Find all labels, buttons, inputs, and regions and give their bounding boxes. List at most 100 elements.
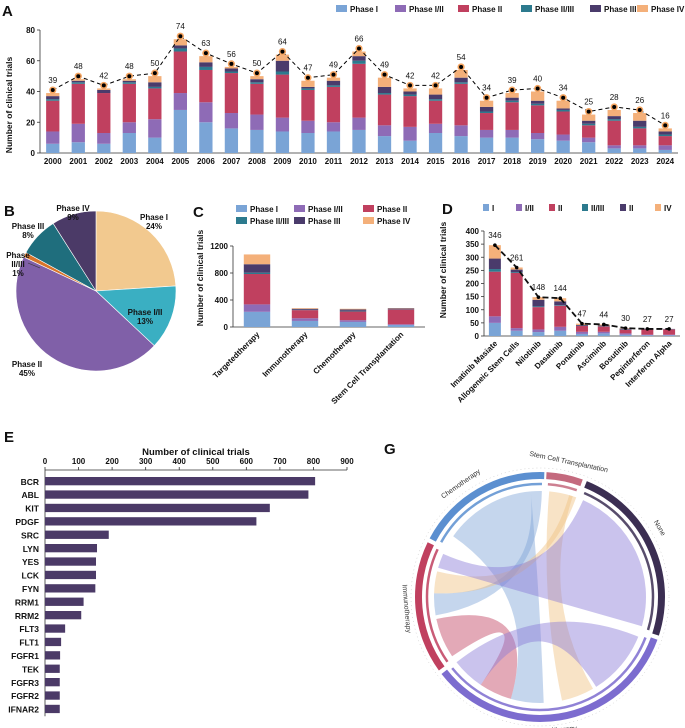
y-tick-label: 0 <box>224 323 229 332</box>
chord-ribbon-targetedtherapy-self <box>456 621 639 687</box>
pie-slice-phase-i <box>95 210 177 292</box>
bar-2010-phase-iv <box>301 80 315 87</box>
total-label: 27 <box>643 315 652 324</box>
total-label: 25 <box>584 98 593 107</box>
bar-2011-phase-i <box>326 131 341 153</box>
bar-targetedtherapy-phase-ii-iii <box>243 272 271 275</box>
bar-2009-phase-ii <box>275 74 290 118</box>
chord-group-label-stem-cell-transplantation: Stem Cell Transplantation <box>529 451 609 475</box>
panel-a-legend: Phase I Phase I/II Phase II Phase II/III Pha… <box>336 5 685 14</box>
x-tick-label: 2021 <box>580 157 598 166</box>
y-tick-label: KIT <box>25 504 40 514</box>
x-tick-label: Chemotherapy <box>311 330 357 376</box>
total-label: 40 <box>533 75 542 84</box>
bar-ifnar2 <box>45 704 60 714</box>
bar-nilotinib-iii <box>532 299 545 307</box>
chord-group-arc-none <box>584 481 666 636</box>
legend-label-phase-ii: Phase II <box>472 5 502 14</box>
bar-2005-phase-ii-iii <box>173 48 187 52</box>
total-marker <box>510 88 515 93</box>
total-label: 34 <box>559 84 568 93</box>
legend-label-i: I <box>492 204 494 213</box>
bar-fyn <box>45 584 96 593</box>
bar-dasatinib-i-ii <box>554 326 567 331</box>
bar-2019-phase-i-ii <box>531 133 545 140</box>
bar-immunotherapy-phase-i-ii <box>291 318 319 321</box>
y-tick-label: 60 <box>26 57 35 66</box>
panel-e-bars <box>45 477 316 714</box>
bar-2010-phase-ii-iii <box>301 88 315 90</box>
y-tick-label: 200 <box>466 280 480 289</box>
bar-ponatinib-ii <box>576 326 588 332</box>
pie-label-phase-i-ii: Phase I/II <box>128 308 163 317</box>
bar-immunotherapy-phase-iv <box>291 308 319 309</box>
legend-swatch-phase-i <box>236 205 247 212</box>
chord-group-band-immunotherapy <box>425 548 449 663</box>
bar-stem-cell-transplantation-phase-ii <box>387 309 415 325</box>
bar-2009-phase-iv <box>275 54 290 61</box>
x-tick-label: 0 <box>43 457 48 466</box>
legend-label-phase-i: Phase I <box>350 5 378 14</box>
bar-chemotherapy-phase-iv <box>339 308 367 310</box>
total-marker <box>645 327 650 331</box>
total-marker <box>580 321 584 326</box>
legend-swatch-phase-ii-iii <box>521 5 532 12</box>
bar-2022-phase-i <box>607 148 621 153</box>
pie-pct-phase-ii-iii: 1% <box>12 269 24 278</box>
legend-label-ii: II <box>558 204 562 213</box>
bar-2013-phase-ii-iii <box>377 93 392 95</box>
pie-label-phase-iv: Phase IV <box>56 204 90 213</box>
bar-2017-phase-ii-iii <box>479 111 494 114</box>
bar-dasatinib-ii <box>554 305 567 327</box>
x-tick-label: 2001 <box>69 157 87 166</box>
panel-d-legend: I I/II II II/III II IV <box>483 204 672 213</box>
bar-2015-phase-i-ii <box>428 123 443 134</box>
y-tick-label: 400 <box>215 296 229 305</box>
x-tick-label: 2014 <box>401 157 419 166</box>
bar-asciminib-i-ii <box>597 331 610 334</box>
bar-2001-phase-ii-iii <box>71 82 85 84</box>
bar-2018-phase-i-ii <box>505 129 519 138</box>
x-tick-label: 2011 <box>325 157 343 166</box>
bar-chemotherapy-phase-ii <box>339 311 367 321</box>
bar-2005-phase-iv <box>173 39 187 46</box>
x-tick-label: 2010 <box>299 157 317 166</box>
bar-2007-phase-iv <box>224 66 239 69</box>
bar-immunotherapy-phase-iii <box>291 308 319 310</box>
bar-2013-phase-i <box>377 136 392 153</box>
bar-chemotherapy-phase-i <box>339 321 367 327</box>
bar-2010-phase-ii <box>301 89 315 121</box>
legend-swatch-phase-ii <box>458 5 469 12</box>
chord-group-label-none: None <box>652 519 666 537</box>
bar-allogeneic-stem-cells-ii <box>510 273 523 329</box>
total-label: 39 <box>508 76 517 85</box>
bar-2008-phase-iii <box>250 79 264 83</box>
x-tick-label: 2018 <box>503 157 521 166</box>
chord-group-arc-stem-cell-transplantation <box>546 472 583 487</box>
bar-2012-phase-iv <box>352 51 366 57</box>
bar-targetedtherapy-phase-i-ii <box>243 304 271 312</box>
panel-e-title: Number of clinical trials <box>142 447 250 458</box>
bar-allogeneic-stem-cells-i <box>510 330 523 336</box>
total-marker <box>535 86 540 91</box>
pie-label-phase-ii-iii-word: Phase <box>6 251 30 260</box>
bar-fgfr2 <box>45 691 60 700</box>
x-tick-label: Immunotherapy <box>261 330 310 379</box>
legend-label-phase-ii-iii: Phase II/III <box>250 217 289 226</box>
pie-slice-phase-ii <box>15 256 155 372</box>
panel-a-bars <box>46 39 672 153</box>
bar-bcr <box>45 477 316 486</box>
pie-pct-phase-iv: 9% <box>67 213 79 222</box>
total-label: 44 <box>599 310 608 319</box>
panel-label-e: E <box>4 429 14 446</box>
total-label: 48 <box>125 62 134 71</box>
bar-allogeneic-stem-cells-ii-iii <box>510 272 523 273</box>
y-tick-label: LCK <box>22 571 40 581</box>
legend-label-i-ii: I/II <box>525 204 534 213</box>
legend-swatch-phase-i-ii <box>395 5 406 12</box>
legend-label-ii-iii: II/III <box>591 204 604 213</box>
legend-label-phase-i: Phase I <box>250 205 278 214</box>
bar-2008-phase-iv <box>250 76 264 80</box>
